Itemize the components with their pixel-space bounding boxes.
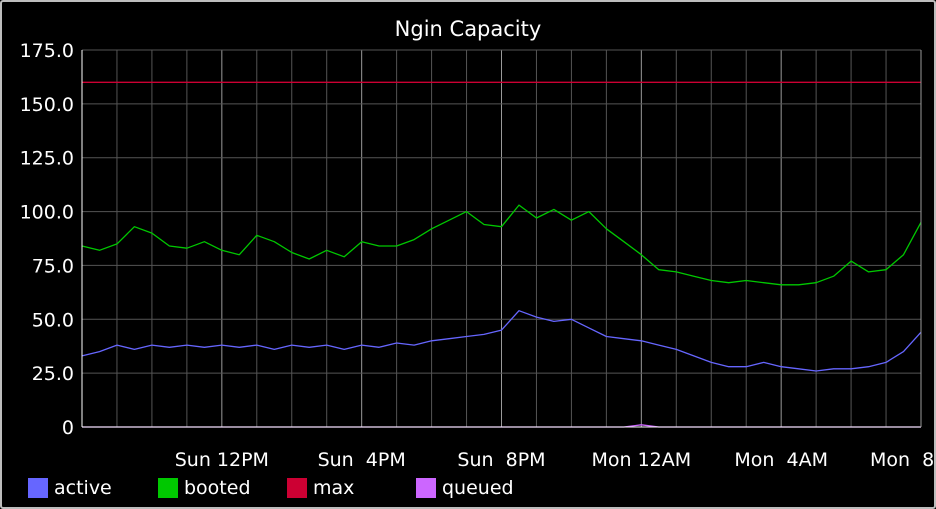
legend-item-booted[interactable]: booted: [158, 476, 251, 500]
y-tick-label: 125.0: [20, 148, 74, 170]
grid-layer: [82, 49, 921, 428]
x-tick-label: Sun 4PM: [318, 449, 406, 471]
y-tick-label: 25.0: [32, 363, 74, 385]
legend-item-queued[interactable]: queued: [416, 476, 514, 500]
x-tick-label: Mon 12AM: [591, 449, 691, 471]
y-tick-label: 150.0: [20, 94, 74, 116]
series-line-active: [81, 310, 922, 372]
x-tick-label: Mon 8: [870, 449, 934, 471]
y-tick-label: 175.0: [20, 40, 74, 62]
y-tick-label: 0: [62, 417, 74, 439]
axis-layer: 0 25.0 50.0 75.0 100.0 125.0 150.0 175.0 Sun 12P…: [20, 40, 935, 471]
legend-label-max: max: [313, 477, 355, 499]
x-tick-label: Sun 12PM: [175, 449, 269, 471]
legend-swatch-max: [287, 478, 307, 498]
chart-title: Ngin Capacity: [395, 17, 542, 41]
series-line-booted: [81, 204, 922, 286]
legend-label-active: active: [54, 477, 112, 499]
legend-item-max[interactable]: max: [287, 476, 354, 500]
legend-label-queued: queued: [442, 477, 514, 499]
legend-item-active[interactable]: active: [28, 476, 112, 500]
y-tick-label: 100.0: [20, 202, 74, 224]
legend-label-booted: booted: [184, 477, 251, 499]
legend-swatch-active: [28, 478, 48, 498]
legend-swatch-booted: [158, 478, 178, 498]
x-tick-label: Sun 8PM: [457, 449, 545, 471]
x-tick-label: Mon 4AM: [734, 449, 828, 471]
y-tick-label: 75.0: [32, 255, 74, 277]
y-tick-label: 50.0: [32, 309, 74, 331]
legend-swatch-queued: [416, 478, 436, 498]
